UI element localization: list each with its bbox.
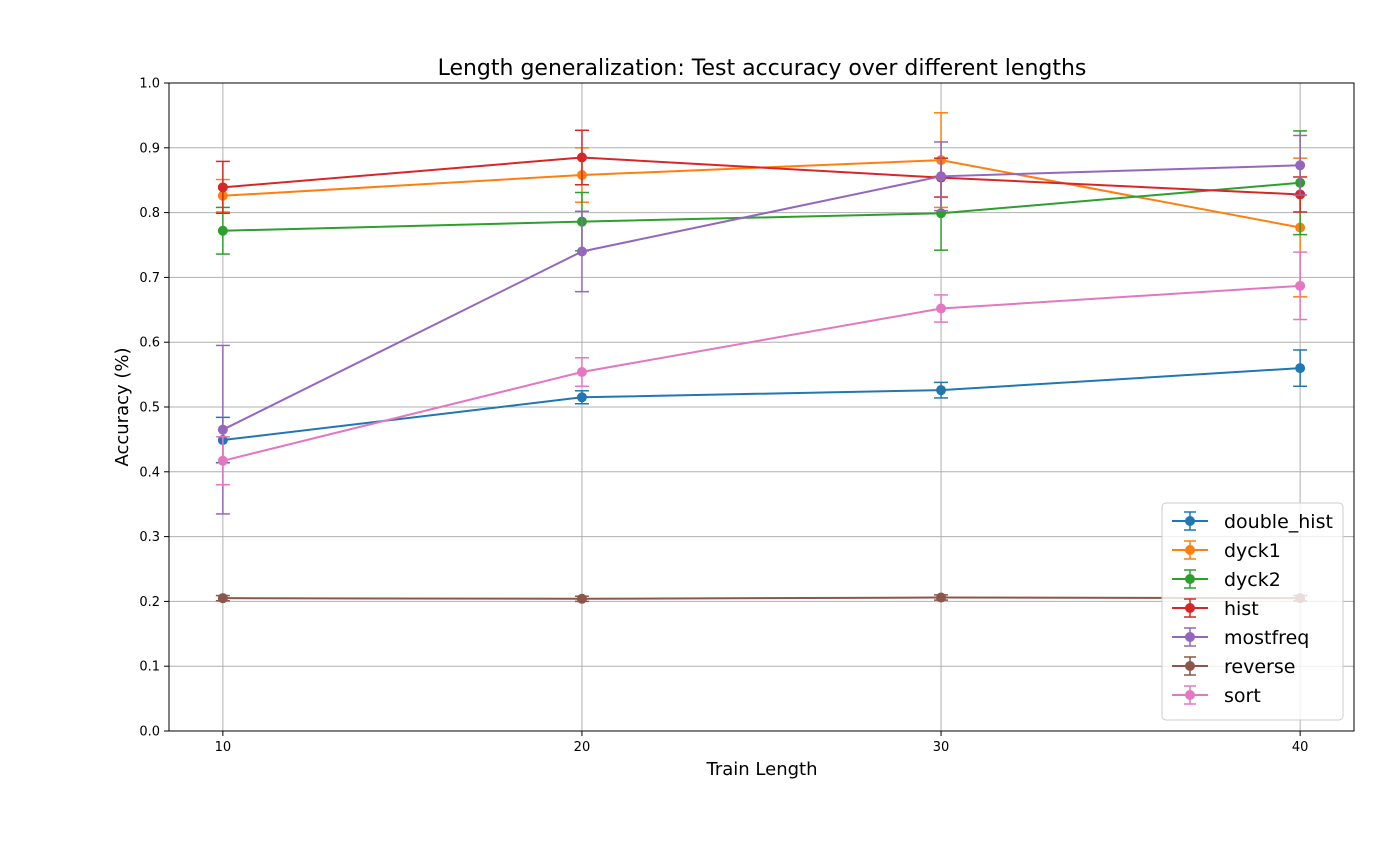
legend-entry: hist — [1172, 598, 1259, 620]
data-point — [1295, 280, 1306, 291]
series-line — [222, 284, 1301, 462]
legend-label: dyck2 — [1224, 569, 1281, 591]
data-point — [217, 455, 228, 466]
data-point — [217, 182, 228, 193]
x-axis-label: Train Length — [706, 759, 818, 780]
legend-marker — [1185, 574, 1195, 584]
x-tick-label: 10 — [215, 740, 232, 755]
legend-entry: mostfreq — [1172, 627, 1309, 649]
series-line — [222, 596, 1301, 600]
legend-label: dyck1 — [1224, 540, 1281, 562]
y-tick-label: 0.6 — [139, 336, 160, 351]
legend-marker — [1185, 545, 1195, 555]
data-point — [576, 246, 587, 257]
x-tick-label: 20 — [574, 740, 591, 755]
x-tick-label: 30 — [933, 740, 950, 755]
chart-title: Length generalization: Test accuracy ove… — [438, 56, 1087, 81]
y-tick-label: 0.7 — [139, 271, 160, 286]
series-sort — [215, 251, 1308, 486]
y-tick-label: 0.0 — [139, 725, 160, 740]
data-point — [576, 593, 587, 604]
legend-marker — [1185, 603, 1195, 613]
y-tick-label: 0.8 — [139, 206, 160, 221]
plot-series — [215, 112, 1308, 604]
y-tick-label: 0.9 — [139, 141, 160, 156]
data-point — [217, 593, 228, 604]
legend-marker — [1185, 661, 1195, 671]
data-point — [936, 171, 947, 182]
legend-entry: reverse — [1172, 656, 1295, 678]
data-point — [217, 225, 228, 236]
legend-label: double_hist — [1224, 511, 1333, 533]
legend-label: sort — [1224, 685, 1261, 707]
data-point — [576, 392, 587, 403]
legend-entry: sort — [1172, 685, 1261, 707]
data-point — [576, 152, 587, 163]
data-point — [936, 592, 947, 603]
series-line — [222, 156, 1301, 196]
data-point — [936, 385, 947, 396]
legend-entry: dyck1 — [1172, 540, 1281, 562]
series-line — [222, 164, 1301, 431]
legend-label: mostfreq — [1224, 627, 1309, 649]
y-tick-label: 0.3 — [139, 530, 160, 545]
y-tick-label: 0.5 — [139, 401, 160, 416]
data-point — [1295, 160, 1306, 171]
series-mostfreq — [215, 134, 1308, 515]
y-tick-label: 0.1 — [139, 660, 160, 675]
data-point — [1295, 363, 1306, 374]
legend-entry: double_hist — [1172, 511, 1333, 533]
y-tick-label: 0.2 — [139, 595, 160, 610]
legend-label: hist — [1224, 598, 1259, 620]
legend: double_hist dyck1 dyck2 hist mostfreq reverse… — [1161, 502, 1344, 721]
legend-entry: dyck2 — [1172, 569, 1281, 591]
legend-marker — [1185, 632, 1195, 642]
data-point — [576, 367, 587, 378]
legend-label: reverse — [1224, 656, 1295, 678]
y-tick-label: 0.4 — [139, 465, 160, 480]
legend-marker — [1185, 690, 1195, 700]
series-line — [222, 181, 1301, 232]
data-point — [217, 424, 228, 435]
series-line — [222, 367, 1301, 442]
y-tick-label: 1.0 — [139, 77, 160, 92]
y-axis-label: Accuracy (%) — [112, 347, 133, 466]
data-point — [936, 303, 947, 314]
axis-ticks: 0.0 0.1 0.2 0.3 0.4 0.5 0.6 0.7 0.8 0.9 1.0 10 20 30 4… — [139, 77, 1308, 756]
legend-marker — [1185, 516, 1195, 526]
x-tick-label: 40 — [1292, 740, 1309, 755]
